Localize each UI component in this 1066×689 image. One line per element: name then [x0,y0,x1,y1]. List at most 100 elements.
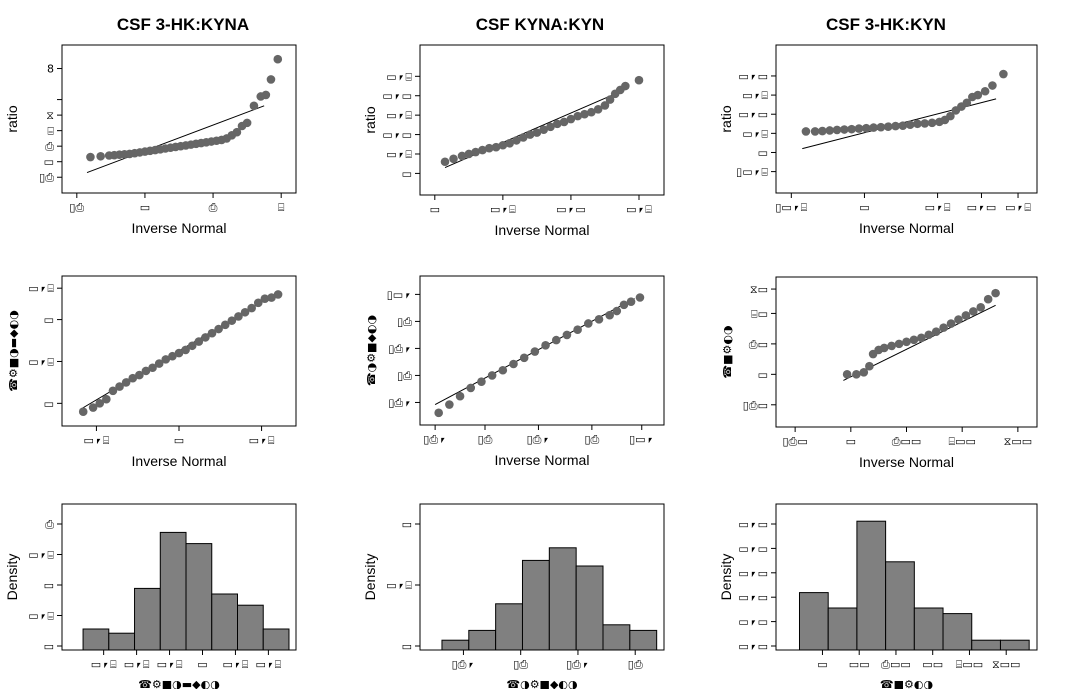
data-point [128,373,138,383]
data-point [96,151,105,161]
data-point [587,107,596,117]
x-tick-label: ▭⎖⌸ [1005,201,1031,214]
data-point [818,126,827,136]
data-point [894,339,904,349]
histogram-bar [971,639,1001,651]
histogram-bar [185,543,213,651]
histogram-bar [548,547,577,651]
column-title-2: CSF KYNA:KYN [476,15,604,34]
x-tick-label: ▭▭ [922,658,943,671]
data-point [253,298,263,308]
data-point [605,310,614,320]
data-point [78,407,88,417]
data-point [927,118,937,128]
x-tick-label: ▭⎖⌸ [626,203,652,216]
y-tick-label: ⎙ [45,518,54,531]
data-point [154,359,164,368]
y-tick-label: ▭ [44,640,54,653]
y-tick-label: ▭⎖⌸ [742,89,768,102]
data-point [859,368,869,377]
x-tick-label: ▭▭ [849,658,870,671]
x-tick-label: ⧖▭▭ [992,658,1021,671]
data-point [234,312,243,321]
x-tick-label: ▯⎙ [628,658,643,671]
data-point [449,154,458,164]
histogram-bar [575,565,604,651]
data-point [584,319,593,328]
data-point [573,111,583,121]
y-tick-label: 8 [47,63,54,76]
y-tick-label: ⎙ [45,140,54,153]
data-point [898,121,908,130]
y-tick-label: ▭⎖▭ [738,640,768,653]
data-point [115,382,124,391]
data-point [876,122,886,132]
x-tick-label: ▯⎙⎖ [566,658,590,671]
data-point [141,366,151,376]
data-point [135,370,144,380]
data-point [825,126,835,135]
histogram-bar [629,629,658,651]
histogram-bar [942,613,973,651]
column-title-1: CSF 3-HK:KYNA [117,15,249,34]
x-tick-label: ⎙▭▭ [892,435,922,448]
x-tick-label: ▯⎙ [513,658,528,671]
x-tick-label: ▭ [197,658,207,671]
x-tick-label: ▭ [846,435,856,448]
fit-line [86,105,265,174]
data-point [605,95,615,104]
x-tick-label: ▯⎙▭ [783,435,808,448]
x-tick-label: ▭⎖▭ [967,201,997,214]
x-tick-label: ▭⎖⌸ [124,658,150,671]
histogram-bar [856,520,887,651]
data-point [519,353,529,363]
data-point [249,101,259,111]
y-tick-label: ⧖▭ [750,283,768,296]
data-point [207,328,217,338]
data-point [457,151,467,161]
y-tick-label: ▭⎖▭ [738,616,768,629]
data-point [832,125,842,135]
x-axis-label: ☎⚙■◑▬◆◐◑ [138,678,220,689]
x-tick-label: ▯⎙⎖ [423,433,447,446]
data-point [518,133,528,142]
histogram-bar [237,604,264,651]
histogram-bar [913,607,944,651]
data-point [562,330,572,340]
x-tick-label: ▭⎖⌸ [84,434,110,447]
data-point [852,370,861,379]
x-tick-label: ▯⎙ [69,201,84,214]
y-tick-label: ▭⎖▭ [738,567,768,580]
data-point [976,303,986,312]
y-tick-label: ▭ [44,314,54,327]
y-tick-label: ▭⎖▭ [738,70,768,83]
x-axis-label: Inverse Normal [132,453,227,469]
x-tick-label: ▯⎙⎖ [527,433,551,446]
y-tick-label: ▯⎙ [397,315,412,328]
data-point [909,335,919,345]
x-tick-label: ▯⎙⎖ [452,658,476,671]
data-point [161,355,171,364]
y-axis-label: Density [362,554,378,601]
data-point [455,391,465,401]
data-point [201,333,210,342]
data-point [530,347,540,356]
data-point [983,294,993,304]
histogram-bar [441,639,470,651]
y-tick-label: ▭⎖▭ [382,129,412,142]
data-point [626,297,636,306]
panel-4: ☎⚙■◑▬◆◐◑ Inverse Normal ▭⎖⌸ ▭ ▭⎖⌸ ▭ ▭⎖⌸ ▭ ▭⎖⌸ [7,275,297,469]
data-point [498,140,508,150]
data-point [273,290,283,299]
y-tick-label: ▭ [402,518,412,531]
y-tick-label: ▭⎖⌸ [28,549,54,562]
data-point [187,341,197,351]
data-point [509,359,518,369]
y-tick-label: ▯▭⎖ [387,288,412,301]
y-tick-label: ▭⎖▭ [738,518,768,531]
data-point [573,325,582,335]
data-point [879,343,889,353]
x-tick-label: ▭ [817,658,827,671]
y-axis-label: ratio [718,105,734,132]
